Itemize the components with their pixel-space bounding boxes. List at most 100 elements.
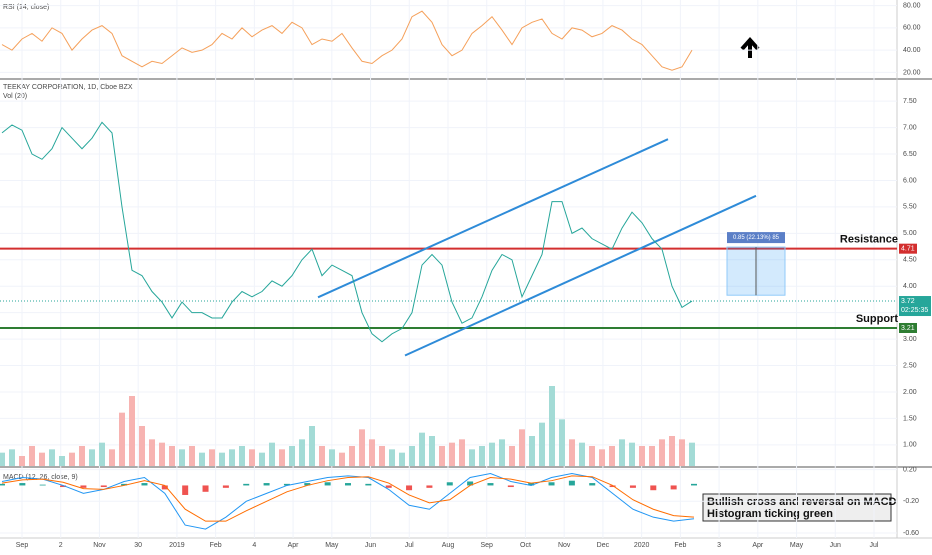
volume-bar bbox=[149, 439, 155, 466]
measure-label-bg bbox=[727, 232, 785, 244]
volume-bar bbox=[689, 442, 695, 466]
volume-bar bbox=[169, 446, 175, 466]
y-tick-label: 80.00 bbox=[903, 2, 921, 9]
volume-bar bbox=[569, 439, 575, 466]
volume-bar bbox=[159, 442, 165, 466]
volume-bar bbox=[269, 442, 275, 466]
y-tick-label: 5.00 bbox=[903, 230, 917, 237]
volume-bar bbox=[239, 446, 245, 466]
macd-histogram-bar bbox=[121, 483, 128, 486]
volume-bar bbox=[469, 449, 475, 466]
macd-histogram-bar bbox=[568, 480, 575, 486]
rsi-label: RSI (14, close) bbox=[3, 4, 49, 11]
macd-histogram-bar bbox=[324, 482, 331, 486]
x-tick-label: Aug bbox=[442, 542, 455, 549]
macd-histogram-bar bbox=[100, 485, 107, 488]
volume-bar bbox=[109, 449, 115, 466]
x-tick-label: Oct bbox=[520, 542, 531, 549]
volume-bar bbox=[679, 439, 685, 466]
volume-bar bbox=[79, 446, 85, 466]
volume-bar bbox=[279, 449, 285, 466]
y-tick-label: 3.00 bbox=[903, 336, 917, 343]
volume-bar bbox=[489, 442, 495, 466]
macd-histogram-bar bbox=[670, 485, 677, 490]
macd-histogram-bar bbox=[60, 485, 67, 488]
volume-bar bbox=[389, 449, 395, 466]
x-tick-label: Sep bbox=[16, 542, 29, 549]
price-tag bbox=[899, 296, 931, 317]
x-tick-label: 3 bbox=[717, 542, 721, 549]
support-label: Support bbox=[856, 313, 898, 325]
macd-line bbox=[1, 473, 695, 530]
volume-bar bbox=[219, 452, 225, 466]
channel-line bbox=[317, 138, 669, 299]
volume-bar bbox=[459, 439, 465, 466]
volume-label: Vol (20) bbox=[3, 93, 27, 100]
measure-label: 0.85 (22.13%) 85 bbox=[733, 235, 780, 241]
channel-line bbox=[404, 194, 757, 357]
volume-bar bbox=[59, 456, 65, 466]
volume-bar bbox=[579, 442, 585, 466]
x-tick-label: May bbox=[790, 542, 804, 549]
volume-bar bbox=[29, 446, 35, 466]
x-tick-label: Jun bbox=[830, 542, 841, 549]
volume-bar bbox=[9, 449, 15, 466]
volume-bar bbox=[289, 446, 295, 466]
volume-bar bbox=[659, 439, 665, 466]
x-tick-label: 4 bbox=[252, 542, 256, 549]
volume-bar bbox=[89, 449, 95, 466]
macd-histogram-bar bbox=[263, 483, 270, 486]
macd-histogram-bar bbox=[406, 485, 413, 491]
macd-histogram-bar bbox=[182, 485, 189, 495]
volume-bar bbox=[139, 426, 145, 466]
y-tick-label: 7.00 bbox=[903, 124, 917, 131]
volume-bar bbox=[179, 449, 185, 466]
macd-histogram-bar bbox=[487, 483, 494, 486]
volume-bar bbox=[399, 452, 405, 466]
y-tick-label: 4.00 bbox=[903, 283, 917, 290]
macd-histogram-bar bbox=[283, 483, 290, 486]
volume-bar bbox=[499, 439, 505, 466]
macd-histogram-bar bbox=[467, 481, 474, 486]
volume-bar bbox=[339, 452, 345, 466]
volume-bar bbox=[439, 446, 445, 466]
volume-bar bbox=[379, 446, 385, 466]
volume-bar bbox=[199, 452, 205, 466]
y-tick-label: 1.00 bbox=[903, 442, 917, 449]
y-tick-label: 6.00 bbox=[903, 177, 917, 184]
x-tick-label: Nov bbox=[93, 542, 106, 549]
volume-bar bbox=[639, 446, 645, 466]
x-tick-label: Jul bbox=[405, 542, 414, 549]
macd-histogram-bar bbox=[161, 485, 168, 490]
x-tick-label: 2019 bbox=[169, 542, 185, 549]
volume-bar bbox=[49, 449, 55, 466]
chart-title: TEEKAY CORPORATION, 1D, Cboe BZX bbox=[3, 84, 133, 91]
volume-bar bbox=[419, 432, 425, 466]
signal-line bbox=[1, 475, 695, 522]
volume-bar bbox=[229, 449, 235, 466]
macd-histogram-bar bbox=[446, 482, 453, 486]
macd-histogram-bar bbox=[385, 485, 392, 488]
volume-bar bbox=[349, 446, 355, 466]
y-tick-label: 7.50 bbox=[903, 98, 917, 105]
y-tick-label: -0.60 bbox=[903, 530, 919, 537]
x-tick-label: 2020 bbox=[634, 542, 650, 549]
macd-histogram-bar bbox=[528, 483, 535, 486]
price-tag-label: 4.71 bbox=[901, 246, 915, 253]
macd-histogram-bar bbox=[345, 483, 351, 486]
volume-bar bbox=[69, 452, 75, 466]
macd-histogram-bar bbox=[222, 485, 229, 488]
y-tick-label: 5.50 bbox=[903, 204, 917, 211]
volume-bar bbox=[549, 386, 555, 466]
volume-bar bbox=[479, 446, 485, 466]
x-tick-label: Apr bbox=[752, 542, 764, 549]
macd-histogram-bar bbox=[39, 484, 46, 486]
macd-histogram-bar bbox=[19, 483, 26, 486]
price-line bbox=[1, 121, 693, 343]
x-tick-label: May bbox=[325, 542, 339, 549]
y-tick-label: -0.20 bbox=[903, 498, 919, 505]
macd-histogram-bar bbox=[589, 483, 596, 486]
y-tick-label: 1.50 bbox=[903, 415, 917, 422]
x-tick-label: 2 bbox=[59, 542, 63, 549]
